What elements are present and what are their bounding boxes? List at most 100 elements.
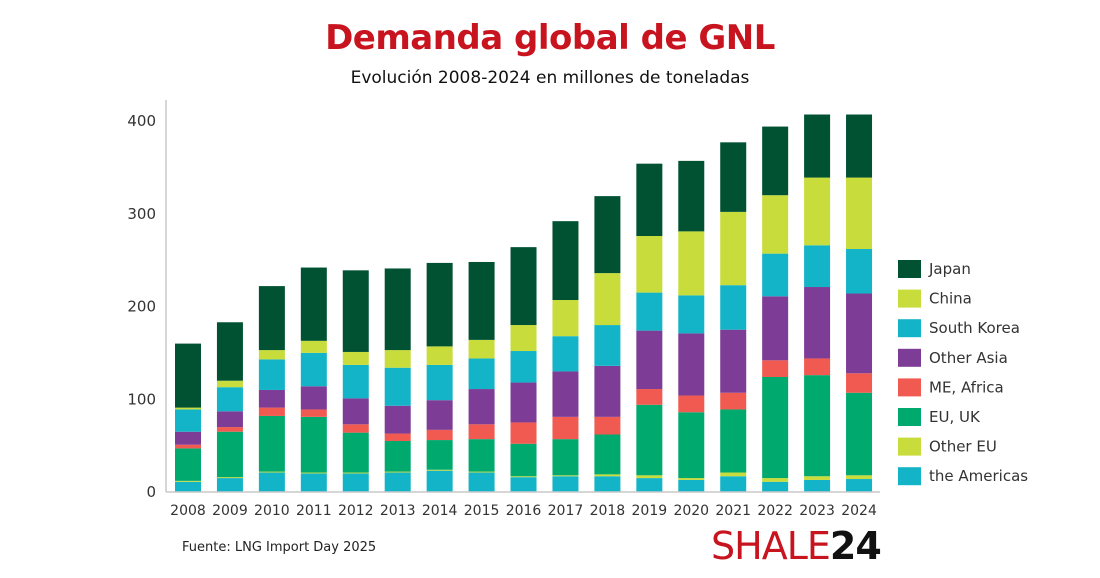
bar-stack-2019 <box>636 163 663 492</box>
bar-segment-other-asia-2020 <box>678 333 705 396</box>
bar-segment-me-africa-2010 <box>258 407 285 416</box>
bar-segment-me-africa-2022 <box>762 360 789 377</box>
legend-label: Other EU <box>929 438 997 456</box>
x-tick-label: 2008 <box>170 503 206 519</box>
bar-segment-south-korea-2017 <box>552 336 579 372</box>
legend-label: ME, Africa <box>929 378 1004 396</box>
legend-item-china: China <box>898 289 972 308</box>
x-axis: 2008 2009 2010 2011 2012 2013 2014 2015 2016 2017… <box>166 491 880 519</box>
bar-segment-other-eu-2009 <box>216 477 243 479</box>
x-tick-label: 2022 <box>757 503 793 519</box>
bar-stack-2010 <box>258 286 285 492</box>
bar-segment-me-africa-2015 <box>468 424 495 440</box>
bar-segment-china-2022 <box>762 195 789 254</box>
logo-text-shale: SHALE <box>711 524 831 568</box>
bar-segment-eu-uk-2011 <box>300 416 327 473</box>
bar-stack-2016 <box>510 247 537 492</box>
legend-item-other-eu: Other EU <box>898 437 997 456</box>
legend-swatch <box>898 467 921 486</box>
bar-segment-me-africa-2016 <box>510 422 537 444</box>
bar-segment-the-americas-2015 <box>468 472 495 492</box>
bar-segment-other-eu-2015 <box>468 471 495 473</box>
legend-label: Other Asia <box>929 349 1008 367</box>
bar-segment-south-korea-2018 <box>594 325 621 366</box>
bar-segment-the-americas-2022 <box>762 481 789 492</box>
y-tick-label: 100 <box>127 390 156 408</box>
bar-segment-china-2011 <box>300 340 327 353</box>
bar-segment-china-2013 <box>384 350 411 368</box>
bar-segment-south-korea-2009 <box>216 387 243 412</box>
bar-segment-eu-uk-2018 <box>594 434 621 475</box>
bar-stack-2018 <box>594 196 621 492</box>
legend-label: South Korea <box>929 319 1020 337</box>
bar-segment-japan-2021 <box>720 142 747 212</box>
bar-segment-china-2019 <box>636 236 663 293</box>
bar-segment-other-asia-2022 <box>762 296 789 361</box>
bar-segment-other-eu-2013 <box>384 471 411 473</box>
x-tick-label: 2019 <box>632 503 668 519</box>
bar-segment-other-asia-2010 <box>258 389 285 408</box>
bar-segment-south-korea-2024 <box>846 248 873 294</box>
bar-segment-south-korea-2023 <box>804 245 831 288</box>
bar-segment-china-2017 <box>552 300 579 337</box>
bar-segment-japan-2022 <box>762 126 789 196</box>
bar-segment-me-africa-2021 <box>720 392 747 410</box>
bar-segment-other-eu-2014 <box>426 469 453 471</box>
bar-stack-2008 <box>175 343 201 492</box>
x-tick-label: 2010 <box>254 503 290 519</box>
bar-segment-south-korea-2015 <box>468 358 495 390</box>
legend-label: Japan <box>928 260 971 278</box>
bar-segment-the-americas-2017 <box>552 476 579 492</box>
bar-segment-japan-2018 <box>594 196 621 274</box>
bar-segment-me-africa-2020 <box>678 395 705 413</box>
bar-segment-china-2023 <box>804 177 831 246</box>
bar-segment-south-korea-2012 <box>342 364 369 399</box>
bar-segment-me-africa-2017 <box>552 416 579 440</box>
bar-stack-2013 <box>384 268 411 492</box>
legend-swatch <box>898 408 921 426</box>
bar-segment-other-eu-2023 <box>804 476 831 480</box>
bar-segment-the-americas-2018 <box>594 476 621 492</box>
bar-segment-other-asia-2008 <box>175 431 201 445</box>
bar-segment-the-americas-2012 <box>342 473 369 492</box>
bar-segment-eu-uk-2019 <box>636 404 663 476</box>
legend-swatch <box>898 260 921 278</box>
bar-segment-south-korea-2022 <box>762 253 789 297</box>
bar-segment-the-americas-2010 <box>258 472 285 492</box>
y-tick-label: 200 <box>127 298 156 316</box>
bar-segment-eu-uk-2023 <box>804 375 831 477</box>
bar-segment-japan-2014 <box>426 262 453 347</box>
bar-segment-me-africa-2011 <box>300 409 327 417</box>
bar-stack-2009 <box>216 322 243 492</box>
legend-item-japan: Japan <box>898 260 971 278</box>
legend-label: China <box>929 290 972 308</box>
bar-segment-other-asia-2023 <box>804 287 831 359</box>
bar-stack-2014 <box>426 262 453 492</box>
bar-segment-me-africa-2008 <box>175 444 201 449</box>
bar-segment-japan-2009 <box>216 322 243 381</box>
bar-segment-south-korea-2016 <box>510 351 537 383</box>
bar-segment-china-2014 <box>426 346 453 365</box>
bar-segment-the-americas-2020 <box>678 479 705 492</box>
bar-segment-south-korea-2008 <box>175 409 201 432</box>
bar-segment-japan-2012 <box>342 270 369 352</box>
chart-title: Demanda global de GNL <box>325 18 775 58</box>
bar-segment-other-asia-2014 <box>426 400 453 430</box>
bar-segment-eu-uk-2021 <box>720 409 747 473</box>
bar-segment-the-americas-2009 <box>216 478 243 492</box>
bar-stack-2020 <box>678 160 705 492</box>
bar-segment-me-africa-2023 <box>804 358 831 376</box>
x-tick-label: 2021 <box>715 503 751 519</box>
legend-item-eu-uk: EU, UK <box>898 408 981 426</box>
bar-stack-2011 <box>300 267 327 492</box>
chart-subtitle: Evolución 2008-2024 en millones de tonel… <box>350 68 750 88</box>
bar-segment-other-asia-2018 <box>594 365 621 417</box>
x-tick-label: 2024 <box>841 503 877 519</box>
bar-segment-other-eu-2017 <box>552 475 579 477</box>
legend: Japan China South Korea Other Asia ME, Afric… <box>898 260 1028 486</box>
bar-segment-south-korea-2021 <box>720 285 747 330</box>
bar-segment-japan-2017 <box>552 221 579 301</box>
x-tick-label: 2018 <box>590 503 626 519</box>
bar-stack-2023 <box>804 114 831 492</box>
